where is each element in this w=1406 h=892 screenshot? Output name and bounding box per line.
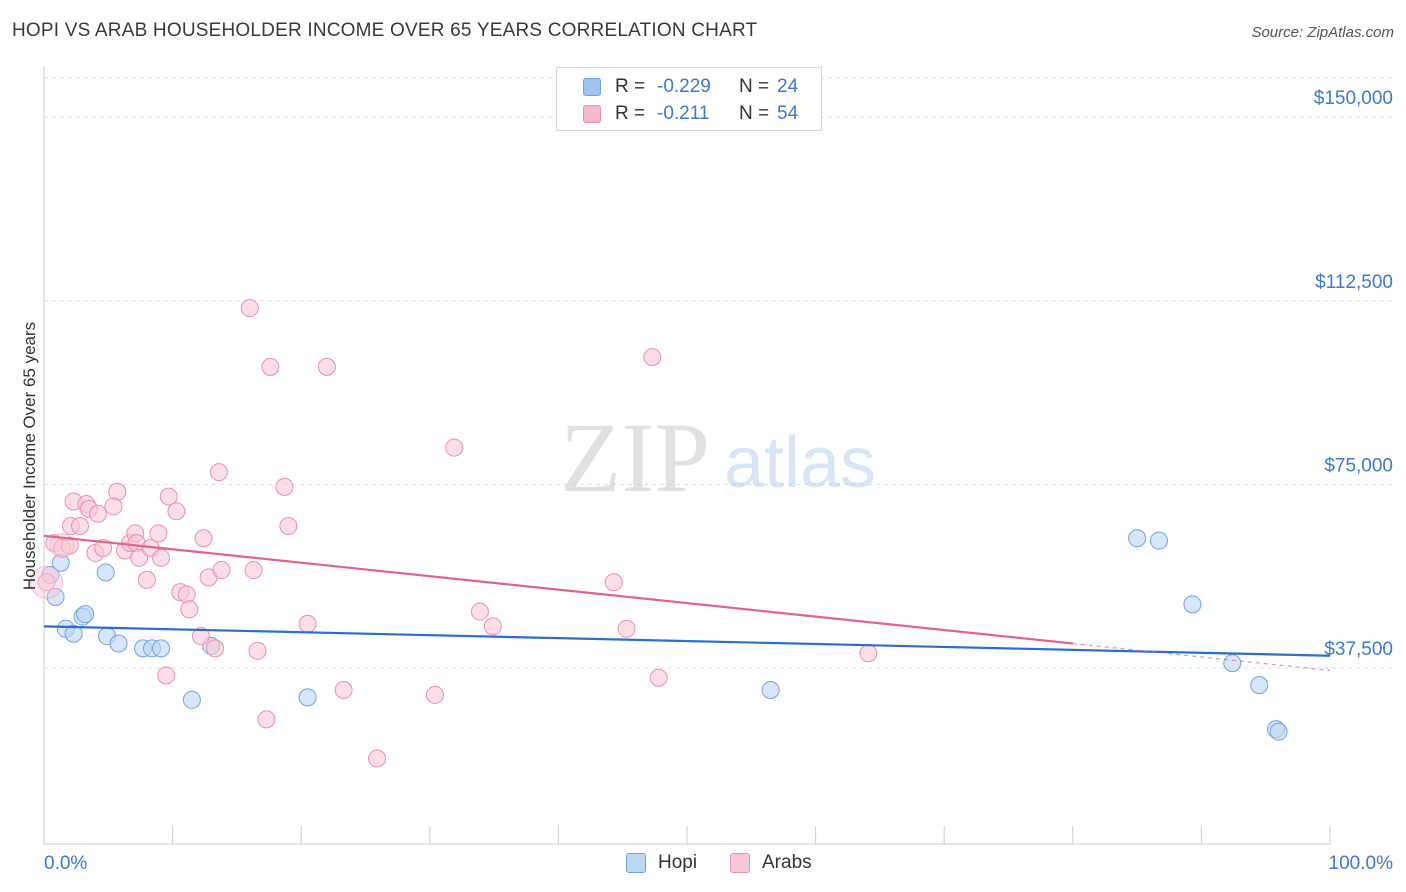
hopi-legend-label: Hopi: [658, 852, 698, 873]
arabs-point: [159, 487, 178, 506]
n-value: 54: [777, 103, 799, 124]
y-tick-label: $150,000: [1314, 88, 1393, 109]
series-legend: Hopi Arabs: [0, 852, 1406, 878]
hopi-point: [1128, 529, 1147, 548]
legend-item-arabs[interactable]: Arabs: [730, 852, 812, 874]
hopi-swatch: [583, 78, 601, 96]
arabs-point: [206, 639, 225, 658]
n-label: N =: [739, 103, 770, 124]
arabs-point: [152, 548, 171, 567]
arabs-point: [275, 477, 294, 496]
arabs-point: [177, 585, 196, 604]
hopi-point: [109, 634, 128, 653]
hopi-point: [96, 563, 115, 582]
arabs-point: [248, 641, 267, 660]
arabs-legend-swatch: [730, 853, 750, 873]
arabs-point: [60, 536, 79, 555]
hopi-point: [1250, 676, 1269, 695]
arabs-point: [191, 627, 210, 646]
arabs-point: [617, 619, 636, 638]
legend-item-hopi[interactable]: Hopi: [626, 852, 697, 874]
arabs-point: [257, 710, 276, 729]
arabs-point: [37, 573, 56, 592]
hopi-point: [46, 587, 65, 606]
hopi-point: [64, 624, 83, 643]
arabs-point: [470, 602, 489, 621]
legend-row-arabs: R = -0.211 N = 54: [583, 100, 798, 128]
watermark: ZIP atlas: [560, 402, 876, 513]
arabs-point: [240, 299, 259, 318]
arabs-point: [859, 644, 878, 663]
legend-row-hopi: R = -0.229 N = 24: [583, 73, 798, 101]
arabs-swatch: [583, 105, 601, 123]
arabs-point: [130, 548, 149, 567]
x-tick-label: 0.0%: [44, 853, 87, 874]
arabs-point: [89, 504, 108, 523]
hopi-point: [1149, 531, 1168, 550]
hopi-trend-line: [43, 625, 1331, 657]
arabs-point: [445, 438, 464, 457]
arabs-point: [157, 666, 176, 685]
arabs-point: [137, 570, 156, 589]
hopi-point: [1183, 595, 1202, 614]
arabs-trend-extension: [1072, 642, 1331, 672]
hopi-point: [76, 605, 95, 624]
axes: [43, 66, 1331, 845]
x-tick-label: 100.0%: [1329, 853, 1394, 874]
arabs-point: [604, 573, 623, 592]
arabs-point: [368, 749, 387, 768]
arabs-point: [94, 539, 113, 558]
arabs-point: [212, 561, 231, 580]
arabs-point: [649, 668, 668, 687]
arabs-point: [317, 357, 336, 376]
n-value: 24: [777, 76, 799, 97]
arabs-point: [483, 617, 502, 636]
grid-lines: [44, 77, 1392, 669]
correlation-legend: R = -0.229 N = 24 R = -0.211 N = 54: [556, 67, 822, 131]
hopi-point: [1269, 722, 1288, 741]
arabs-point: [71, 516, 90, 535]
arabs-point: [194, 529, 213, 548]
arabs-point: [244, 561, 263, 580]
r-label: R =: [615, 103, 646, 124]
arabs-point: [261, 357, 280, 376]
arabs-point: [180, 600, 199, 619]
tick-labels: $37,500 $75,000 $112,500 $150,000 0.0% 100.0%: [44, 88, 1393, 874]
r-value: -0.229: [657, 76, 711, 97]
arabs-legend-label: Arabs: [762, 852, 812, 873]
y-tick-label: $37,500: [1324, 639, 1393, 660]
hopi-point: [182, 690, 201, 709]
y-axis-label: Householder Income Over 65 years: [20, 321, 39, 591]
chart-title: HOPI VS ARAB HOUSEHOLDER INCOME OVER 65 …: [12, 20, 758, 41]
hopi-point: [152, 639, 171, 658]
hopi-point: [1223, 654, 1242, 673]
arabs-point: [643, 348, 662, 367]
arabs-point: [209, 463, 228, 482]
r-value: -0.211: [657, 103, 710, 124]
y-tick-label: $112,500: [1315, 272, 1393, 293]
source-label: Source: ZipAtlas.com: [1251, 24, 1394, 41]
watermark-atlas: atlas: [724, 423, 876, 503]
y-tick-label: $75,000: [1324, 455, 1393, 476]
arabs-point: [49, 533, 75, 559]
arabs-point: [104, 497, 123, 516]
trend-lines: [43, 534, 1331, 672]
hopi-point: [761, 681, 780, 700]
watermark-zip: ZIP: [560, 402, 710, 513]
arabs-point: [149, 524, 168, 543]
n-label: N =: [739, 76, 770, 97]
arabs-point: [167, 502, 186, 521]
arabs-trend-line: [43, 534, 1073, 645]
arabs-point: [298, 614, 317, 633]
hopi-point: [298, 688, 317, 707]
data-points: [30, 299, 1288, 768]
arabs-point: [425, 685, 444, 704]
arabs-point: [334, 681, 353, 700]
arabs-point: [30, 565, 64, 599]
arabs-point: [279, 516, 298, 535]
hopi-legend-swatch: [626, 853, 646, 873]
r-label: R =: [615, 76, 646, 97]
